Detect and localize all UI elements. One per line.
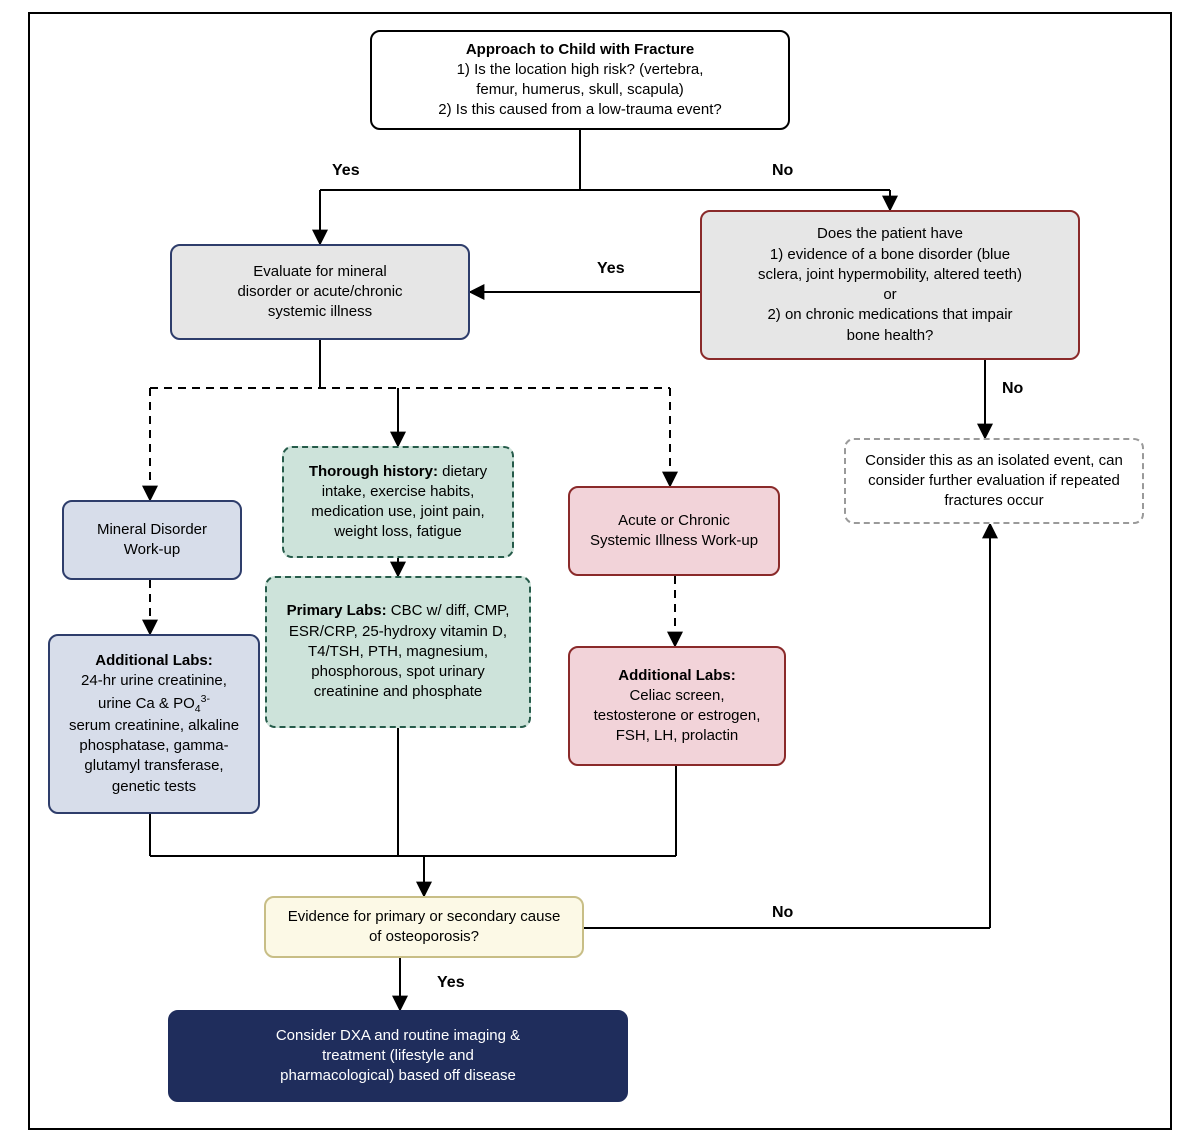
evaluate-line2: disorder or acute/chronic (237, 282, 402, 302)
start-title: Approach to Child with Fracture (466, 40, 694, 60)
dxa-line1: Consider DXA and routine imaging & (276, 1026, 520, 1046)
isolated-line1: Consider this as an isolated event, can (865, 451, 1123, 471)
isolated-line2: consider further evaluation if repeated (868, 471, 1120, 491)
mineral-labs-1: 24-hr urine creatinine, (81, 671, 227, 691)
start-line1: 1) Is the location high risk? (vertebra, (457, 60, 704, 80)
bone-line1: Does the patient have (817, 224, 963, 244)
evidence-line2: of osteoporosis? (369, 927, 479, 947)
start-line2: femur, humerus, skull, scapula) (476, 80, 684, 100)
mineral-labs-4: phosphatase, gamma- (79, 736, 228, 756)
bone-line2: 1) evidence of a bone disorder (blue (770, 245, 1010, 265)
node-thorough-history: Thorough history: dietary intake, exerci… (282, 446, 514, 558)
node-mineral-workup: Mineral Disorder Work-up (62, 500, 242, 580)
evaluate-line1: Evaluate for mineral (253, 262, 386, 282)
bone-line6: bone health? (847, 326, 934, 346)
evaluate-line3: systemic illness (268, 302, 372, 322)
mineral-labs-2: urine Ca & PO43- (98, 692, 210, 716)
label-no2: No (1000, 380, 1025, 398)
history-body3: weight loss, fatigue (298, 522, 498, 542)
dxa-line2: treatment (lifestyle and (322, 1046, 474, 1066)
mineral-labs-6: genetic tests (112, 777, 196, 797)
history-label: Thorough history: (309, 463, 438, 480)
evidence-line1: Evidence for primary or secondary cause (288, 907, 561, 927)
label-no1: No (770, 162, 795, 180)
node-evaluate: Evaluate for mineral disorder or acute/c… (170, 244, 470, 340)
systemic-workup-line1: Acute or Chronic (618, 511, 730, 531)
label-yes1: Yes (330, 162, 362, 180)
node-bone-disorder: Does the patient have 1) evidence of a b… (700, 210, 1080, 360)
primary-labs-label: Primary Labs: (287, 602, 387, 619)
mineral-workup-line1: Mineral Disorder (97, 520, 207, 540)
flowchart-canvas: Approach to Child with Fracture 1) Is th… (0, 0, 1200, 1142)
mineral-labs-3: serum creatinine, alkaline (69, 716, 239, 736)
bone-line4: or (883, 285, 896, 305)
node-evidence: Evidence for primary or secondary cause … (264, 896, 584, 958)
systemic-labs-label: Additional Labs: (618, 666, 736, 686)
node-systemic-labs: Additional Labs: Celiac screen, testoste… (568, 646, 786, 766)
systemic-workup-line2: Systemic Illness Work-up (590, 531, 758, 551)
node-isolated: Consider this as an isolated event, can … (844, 438, 1144, 524)
primary-labs-text: Primary Labs: CBC w/ diff, CMP, ESR/CRP,… (281, 601, 515, 702)
start-line3: 2) Is this caused from a low-trauma even… (438, 100, 721, 120)
history-body2: medication use, joint pain, (298, 502, 498, 522)
systemic-labs-2: testosterone or estrogen, (594, 706, 761, 726)
isolated-line3: fractures occur (944, 491, 1043, 511)
dxa-line3: pharmacological) based off disease (280, 1066, 516, 1086)
label-no3: No (770, 904, 795, 922)
mineral-workup-line2: Work-up (124, 540, 180, 560)
systemic-labs-1: Celiac screen, (629, 686, 724, 706)
bone-line5: 2) on chronic medications that impair (767, 305, 1012, 325)
bone-line3: sclera, joint hypermobility, altered tee… (758, 265, 1022, 285)
mineral-labs-5: glutamyl transferase, (84, 756, 223, 776)
history-text: Thorough history: dietary intake, exerci… (298, 462, 498, 543)
label-yes2: Yes (595, 260, 627, 278)
node-dxa: Consider DXA and routine imaging & treat… (168, 1010, 628, 1102)
node-start: Approach to Child with Fracture 1) Is th… (370, 30, 790, 130)
node-mineral-labs: Additional Labs: 24-hr urine creatinine,… (48, 634, 260, 814)
systemic-labs-3: FSH, LH, prolactin (616, 726, 739, 746)
node-primary-labs: Primary Labs: CBC w/ diff, CMP, ESR/CRP,… (265, 576, 531, 728)
node-systemic-workup: Acute or Chronic Systemic Illness Work-u… (568, 486, 780, 576)
label-yes3: Yes (435, 974, 467, 992)
mineral-labs-label: Additional Labs: (95, 651, 213, 671)
